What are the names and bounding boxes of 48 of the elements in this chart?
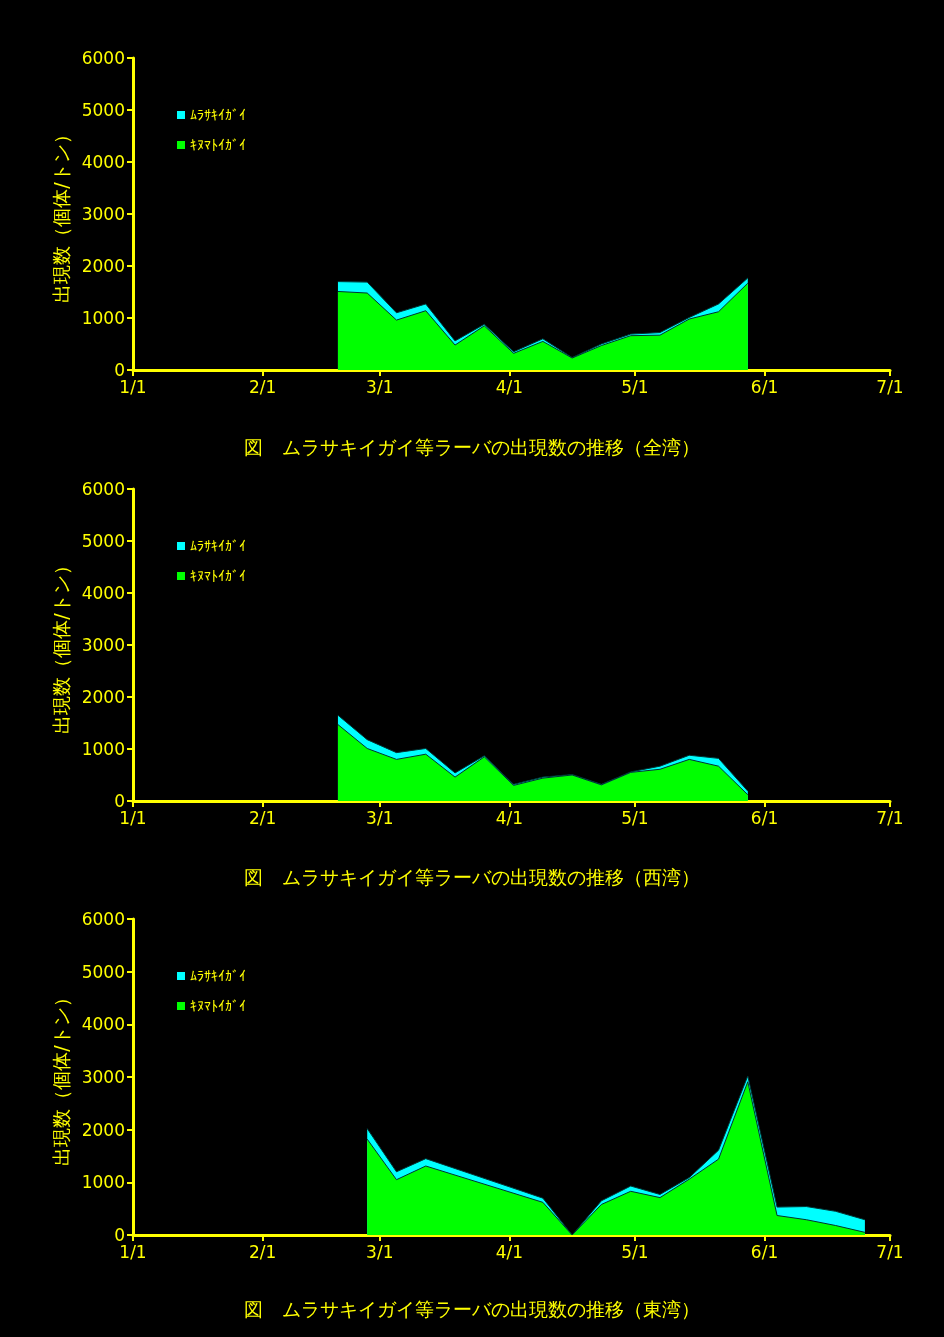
x-tick-label: 3/1 — [366, 807, 394, 828]
y-tick-label: 2000 — [81, 1119, 125, 1140]
y-tick-label: 4000 — [81, 152, 125, 172]
y-tick-label: 5000 — [81, 961, 125, 982]
text: 図 ムラサキイガイ等ラーバの出現数の推移（全湾） — [244, 435, 700, 458]
text: 図 ムラサキイガイ等ラーバの出現数の推移（西湾） — [244, 865, 700, 888]
x-tick-label: 3/1 — [366, 376, 394, 397]
x-tick-label: 7/1 — [876, 1241, 904, 1262]
y-axis-title: 出現数（個体/トン） — [50, 988, 73, 1166]
x-tick-label: 6/1 — [750, 807, 779, 828]
x-tick-label: 5/1 — [621, 1241, 649, 1262]
legend-label: ﾑﾗｻｷｲｶﾞｲ — [190, 107, 246, 123]
text: 図 ムラサキイガイ等ラーバの出現数の推移（東湾） — [244, 1297, 700, 1320]
y-tick-label: 3000 — [81, 1067, 125, 1087]
y-tick-label: 2000 — [81, 687, 125, 707]
y-tick-label: 5000 — [81, 100, 125, 120]
legend-label: ｷﾇﾏﾄｲｶﾞｲ — [190, 568, 246, 584]
x-tick-label: 5/1 — [621, 807, 649, 828]
x-tick-label: 2/1 — [248, 1241, 277, 1262]
y-tick-label: 5000 — [81, 531, 125, 551]
legend-label: ﾑﾗｻｷｲｶﾞｲ — [190, 538, 246, 554]
x-tick-label: 6/1 — [750, 376, 779, 397]
y-tick-label: 6000 — [81, 909, 125, 929]
x-tick-label: 6/1 — [750, 1241, 779, 1262]
y-tick-label: 2000 — [81, 256, 125, 276]
y-tick-label: 6000 — [81, 48, 125, 68]
x-tick-label: 2/1 — [248, 376, 277, 397]
y-tick-label: 1000 — [81, 739, 125, 759]
y-tick-label: 3000 — [81, 204, 125, 224]
x-tick-label: 2/1 — [248, 807, 277, 828]
x-tick-label: 4/1 — [495, 376, 524, 397]
y-tick-label: 4000 — [81, 1014, 125, 1035]
x-tick-label: 5/1 — [621, 376, 649, 397]
y-tick-label: 3000 — [81, 635, 125, 655]
legend-label: ｷﾇﾏﾄｲｶﾞｲ — [190, 998, 246, 1014]
y-axis-title: 出現数（個体/トン） — [50, 556, 73, 734]
y-axis-title: 出現数（個体/トン） — [50, 125, 73, 303]
legend-label: ﾑﾗｻｷｲｶﾞｲ — [190, 968, 246, 984]
x-tick-label: 4/1 — [495, 807, 524, 828]
y-tick-label: 6000 — [81, 479, 125, 499]
x-tick-label: 7/1 — [876, 376, 904, 397]
y-tick-label: 1000 — [81, 308, 125, 328]
legend-label: ｷﾇﾏﾄｲｶﾞｲ — [190, 137, 246, 153]
y-tick-label: 1000 — [81, 1172, 125, 1193]
y-tick-label: 4000 — [81, 583, 125, 603]
x-tick-label: 7/1 — [876, 807, 904, 828]
x-tick-label: 3/1 — [366, 1241, 394, 1262]
x-tick-label: 4/1 — [495, 1241, 524, 1262]
